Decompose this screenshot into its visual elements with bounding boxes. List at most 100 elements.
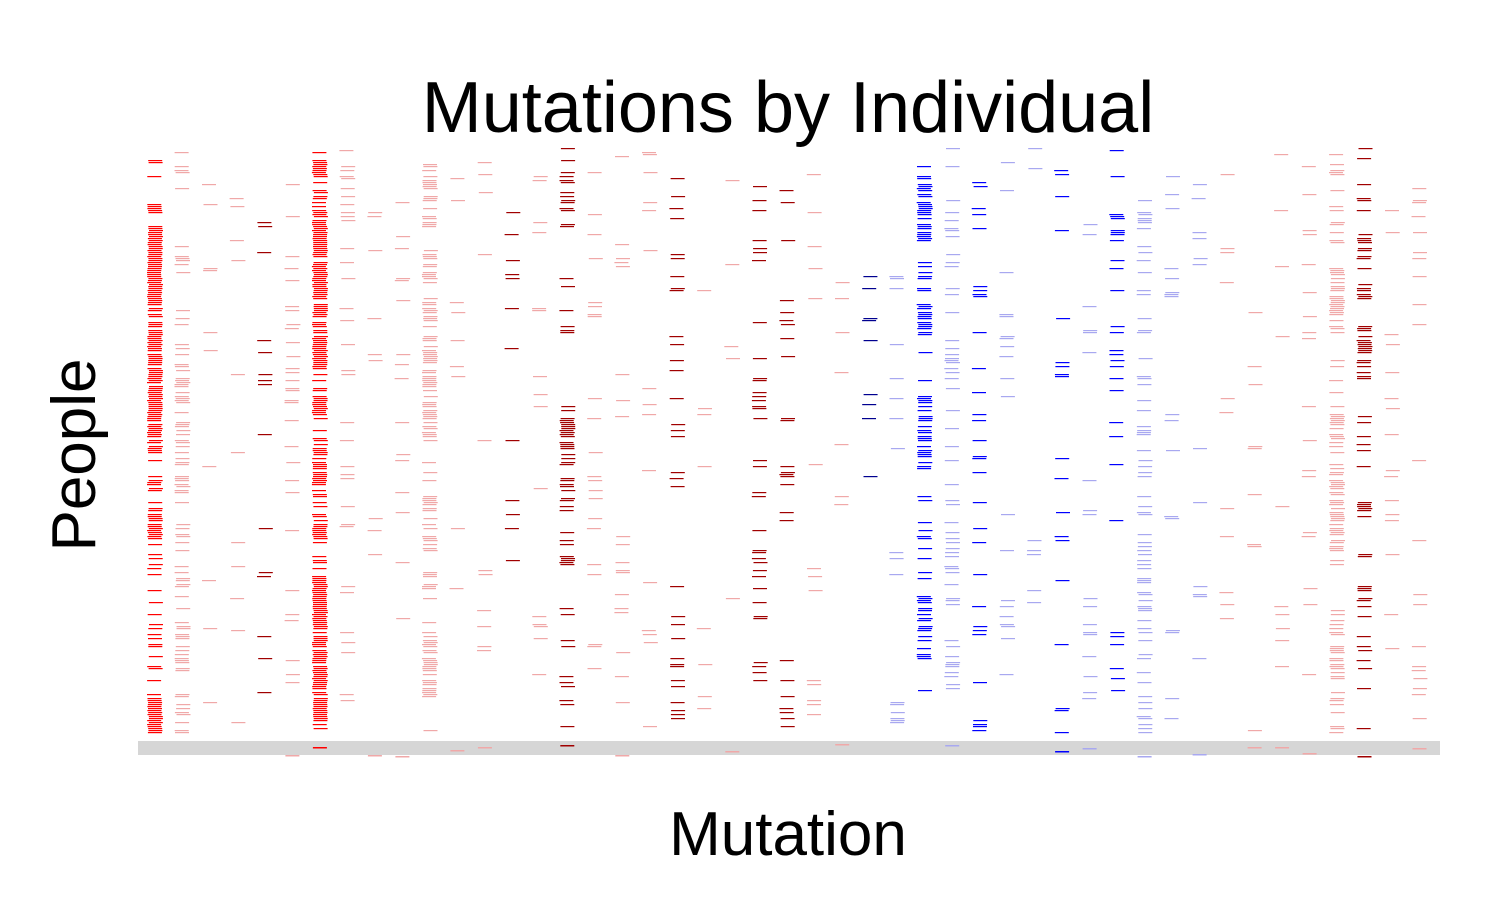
mutation-tick [1137, 568, 1152, 570]
mutation-tick [1357, 240, 1372, 242]
mutation-tick [808, 268, 823, 270]
mutation-tick [312, 688, 327, 690]
mutation-tick [313, 212, 328, 214]
mutation-tick [313, 398, 328, 400]
mutation-tick [312, 254, 327, 256]
mutation-tick [973, 724, 987, 726]
mutation-tick [422, 508, 437, 510]
mutation-tick [726, 358, 740, 360]
mutation-tick [1356, 466, 1371, 468]
mutation-tick [148, 236, 163, 238]
mutation-tick [917, 194, 932, 196]
mutation-tick [284, 446, 299, 448]
mutation-tick [422, 480, 437, 482]
mutation-tick [1219, 592, 1234, 594]
mutation-tick [313, 694, 328, 696]
mutation-tick [1054, 732, 1069, 734]
mutation-tick [312, 202, 326, 204]
mutation-tick [422, 406, 437, 408]
mutation-tick [340, 474, 355, 476]
mutation-tick [889, 378, 904, 380]
mutation-tick [1357, 344, 1372, 346]
mutation-tick [312, 560, 327, 562]
mutation-tick [1356, 210, 1371, 212]
mutation-tick [312, 466, 327, 468]
mutation-tick [561, 286, 575, 288]
mutation-tick [752, 406, 767, 408]
mutation-tick [176, 272, 191, 274]
mutation-tick [560, 326, 575, 328]
mutation-tick [944, 446, 959, 448]
mutation-tick [174, 324, 189, 326]
mutation-tick [587, 316, 602, 318]
mutation-tick [312, 160, 327, 162]
mutation-tick [916, 236, 931, 238]
mutation-tick [341, 344, 355, 346]
mutation-tick [175, 480, 190, 482]
mutation-tick [176, 626, 191, 628]
mutation-tick [313, 702, 328, 704]
mutation-tick [422, 684, 437, 686]
mutation-tick [1165, 518, 1180, 520]
mutation-tick [560, 480, 575, 482]
mutation-tick [175, 550, 190, 552]
mutation-tick [148, 668, 163, 670]
mutation-tick [616, 258, 630, 260]
mutation-tick [312, 326, 327, 328]
mutation-tick [313, 244, 328, 246]
mutation-tick [313, 288, 328, 290]
mutation-tick [1137, 246, 1152, 248]
mutation-tick [1357, 342, 1372, 344]
mutation-tick [147, 392, 162, 394]
mutation-tick [1356, 340, 1371, 342]
mutation-tick [229, 198, 244, 200]
mutation-tick [257, 434, 272, 436]
mutation-tick [1384, 476, 1399, 478]
mutation-tick [313, 440, 328, 442]
mutation-tick [147, 484, 161, 486]
summary-tick [835, 744, 850, 746]
mutation-tick [586, 528, 601, 530]
mutation-tick [1329, 542, 1344, 544]
mutation-tick [477, 610, 492, 612]
mutation-tick [945, 604, 960, 606]
mutation-tick [1138, 600, 1153, 602]
mutation-tick [1303, 588, 1318, 590]
mutation-tick [148, 712, 163, 714]
mutation-tick [945, 410, 960, 412]
mutation-tick [313, 374, 328, 376]
mutation-tick [1329, 472, 1344, 474]
mutation-tick [148, 334, 163, 336]
mutation-tick [1220, 508, 1235, 510]
mutation-tick [917, 522, 932, 524]
mutation-tick [231, 566, 246, 568]
mutation-tick [313, 536, 328, 538]
mutation-tick [1083, 606, 1098, 608]
mutation-column [504, 212, 521, 562]
mutation-tick [312, 678, 327, 680]
mutation-tick [1358, 668, 1373, 670]
mutation-tick [917, 454, 932, 456]
mutation-tick [147, 418, 162, 420]
mutation-tick [918, 636, 933, 638]
mutation-tick [1137, 476, 1152, 478]
mutation-tick [1136, 376, 1151, 378]
mutation-tick [1330, 712, 1345, 714]
mutation-tick [423, 316, 438, 318]
mutation-tick [1109, 436, 1124, 438]
mutation-tick [834, 504, 849, 506]
mutation-tick [1329, 418, 1344, 420]
mutation-tick [340, 466, 355, 468]
mutation-tick [1329, 154, 1344, 156]
mutation-tick [313, 706, 328, 708]
mutation-tick [1166, 176, 1180, 178]
mutation-tick [1356, 636, 1371, 638]
mutation-tick [1137, 546, 1152, 548]
mutation-tick [944, 522, 959, 524]
mutation-tick [423, 352, 438, 354]
mutation-tick [999, 616, 1014, 618]
mutation-tick [1357, 352, 1372, 354]
mutation-tick [588, 452, 603, 454]
mutation-tick [422, 378, 437, 380]
mutation-tick [312, 588, 327, 590]
